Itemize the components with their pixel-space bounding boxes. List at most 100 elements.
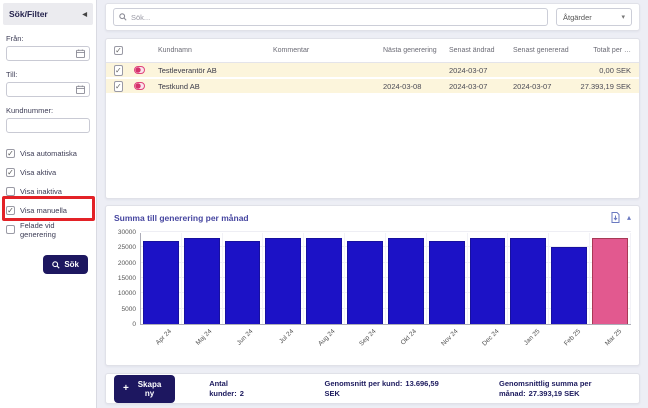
column-header-senast-andrad: Senast ändrad bbox=[449, 47, 495, 54]
checkbox-unchecked[interactable] bbox=[6, 187, 15, 196]
cell-changed: 2024-03-07 bbox=[449, 65, 488, 75]
bar-jan-25[interactable] bbox=[510, 238, 547, 324]
x-slot: Sep 24 bbox=[345, 325, 386, 359]
row-checkbox[interactable]: ✓ bbox=[114, 64, 123, 76]
cell-tog bbox=[134, 82, 158, 90]
x-slot: Mar 25 bbox=[590, 325, 631, 359]
cell-next: 2024-03-08 bbox=[383, 81, 422, 91]
y-tick-label: 30000 bbox=[117, 229, 136, 236]
x-slot: Feb 25 bbox=[549, 325, 590, 359]
x-tick-label: Apr 24 bbox=[154, 328, 173, 347]
customer-number-label: Kundnummer: bbox=[6, 106, 54, 115]
bar-slot bbox=[549, 233, 591, 324]
bar-aug-24[interactable] bbox=[306, 238, 343, 324]
cell-generated: 2024-03-07 bbox=[513, 81, 552, 91]
x-slot: Maj 24 bbox=[181, 325, 222, 359]
x-slot: Okt 24 bbox=[386, 325, 427, 359]
column-header-nasta-generering: Nästa generering bbox=[383, 47, 437, 54]
stat-genomsnitt-per-kund: Genomsnitt per kund: 13.696,59 SEK bbox=[324, 378, 439, 398]
chart-plot bbox=[140, 231, 631, 325]
top-toolbar: Åtgärder ▾ bbox=[105, 3, 640, 31]
checkbox-checked[interactable]: ✓ bbox=[6, 168, 15, 177]
customer-number-field: Kundnummer: bbox=[6, 106, 90, 133]
column-header-kommentar: Kommentar bbox=[273, 47, 310, 54]
status-toggle-icon[interactable] bbox=[134, 66, 158, 74]
table-row[interactable]: ✓ Testleverantör AB 2024-03-07 0,00 SEK bbox=[106, 63, 639, 79]
select-all-checkbox[interactable]: ✓ bbox=[114, 46, 123, 55]
bar-slot bbox=[223, 233, 264, 324]
bar-slot bbox=[263, 233, 305, 324]
chart-title: Summa till generering per månad bbox=[114, 212, 249, 223]
bar-feb-25[interactable] bbox=[551, 246, 588, 324]
sidebar-checkbox-list: ✓ Visa automatiska ✓ Visa aktiva Visa inakti… bbox=[6, 144, 90, 239]
bar-slot bbox=[468, 233, 509, 324]
checkbox-label: Felade vid generering bbox=[20, 220, 56, 239]
y-tick-label: 0 bbox=[132, 321, 136, 328]
checkbox-item-3[interactable]: ✓ Visa manuella bbox=[6, 201, 90, 220]
bar-jul-24[interactable] bbox=[265, 238, 302, 324]
gridline bbox=[141, 261, 631, 263]
bar-mar-25[interactable] bbox=[592, 238, 628, 324]
bar-slot bbox=[304, 233, 346, 324]
table-search-box[interactable] bbox=[113, 8, 548, 26]
table-body: ✓ Testleverantör AB 2024-03-07 0,00 SEK ✓ Tes… bbox=[106, 63, 639, 95]
checkbox-item-0[interactable]: ✓ Visa automatiska bbox=[6, 144, 90, 163]
table-row[interactable]: ✓ Testkund AB 2024-03-08 2024-03-07 2024-03-… bbox=[106, 79, 639, 95]
column-header-kundnamn: Kundnamn bbox=[158, 47, 192, 54]
x-tick-label: Dec 24 bbox=[480, 328, 501, 348]
date-from-input[interactable] bbox=[6, 46, 90, 61]
table-search-input[interactable] bbox=[131, 12, 542, 22]
customer-number-text-input[interactable] bbox=[11, 121, 85, 130]
create-new-button[interactable]: + Skapa ny bbox=[114, 374, 176, 403]
x-tick-label: Sep 24 bbox=[357, 328, 378, 348]
bar-maj-24[interactable] bbox=[183, 238, 220, 324]
checkbox-item-2[interactable]: Visa inaktiva bbox=[6, 182, 90, 201]
x-tick-label: Nov 24 bbox=[439, 328, 460, 348]
search-button[interactable]: Sök bbox=[43, 255, 88, 274]
status-toggle-icon[interactable] bbox=[134, 82, 158, 90]
date-from-label: Från: bbox=[6, 34, 24, 43]
column-header-totalt: Totalt per … bbox=[593, 47, 631, 54]
date-from-field: Från: bbox=[6, 34, 90, 61]
cell-changed: 2024-03-07 bbox=[449, 81, 488, 91]
bar-sep-24[interactable] bbox=[347, 241, 383, 324]
bar-chart: 0 5000 10000 15000 20000 25000 30000 bbox=[114, 229, 631, 328]
bar-nov-24[interactable] bbox=[428, 241, 465, 324]
bar-slot bbox=[345, 233, 386, 324]
date-to-input[interactable] bbox=[6, 82, 90, 97]
gridline bbox=[141, 292, 631, 294]
gridline bbox=[141, 307, 631, 309]
checkbox-label: Visa inaktiva bbox=[20, 187, 62, 196]
cell-name: Testleverantör AB bbox=[158, 65, 217, 75]
x-tick-label: Feb 25 bbox=[562, 328, 582, 348]
checkbox-checked[interactable]: ✓ bbox=[6, 206, 15, 215]
bar-jun-24[interactable] bbox=[224, 241, 261, 324]
x-tick-label: Jun 24 bbox=[235, 328, 255, 347]
gridline bbox=[141, 231, 631, 232]
collapse-sidebar-icon[interactable]: ◀ bbox=[82, 11, 87, 18]
x-tick-label: Okt 24 bbox=[399, 328, 419, 347]
export-chart-icon[interactable] bbox=[611, 212, 620, 223]
checkbox-unchecked[interactable] bbox=[6, 225, 15, 234]
stat-antal-kunder: Antal kunder: 2 bbox=[209, 378, 244, 398]
checkbox-label: Visa automatiska bbox=[20, 149, 77, 158]
collapse-chart-icon[interactable]: ▴ bbox=[626, 213, 631, 222]
bar-okt-24[interactable] bbox=[387, 238, 424, 324]
bar-slot bbox=[427, 233, 468, 324]
cell-sel: ✓ bbox=[114, 80, 134, 92]
checkbox-item-4[interactable]: Felade vid generering bbox=[6, 220, 90, 239]
x-tick-label: Jul 24 bbox=[278, 328, 296, 346]
row-checkbox[interactable]: ✓ bbox=[114, 80, 123, 92]
bar-slot bbox=[590, 233, 631, 324]
bar-slot bbox=[141, 233, 182, 324]
summary-footer: + Skapa ny Antal kunder: 2 Genomsnitt per… bbox=[105, 373, 640, 404]
customer-number-input[interactable] bbox=[6, 118, 90, 133]
x-slot: Jul 24 bbox=[263, 325, 304, 359]
chart-panel: Summa till generering per månad ▴ 0 5000 1… bbox=[105, 205, 640, 366]
actions-dropdown[interactable]: Åtgärder ▾ bbox=[556, 8, 632, 26]
bar-dec-24[interactable] bbox=[469, 238, 506, 324]
checkbox-checked[interactable]: ✓ bbox=[6, 149, 15, 158]
bar-apr-24[interactable] bbox=[142, 241, 179, 324]
checkbox-item-1[interactable]: ✓ Visa aktiva bbox=[6, 163, 90, 182]
chevron-down-icon: ▾ bbox=[621, 14, 625, 21]
